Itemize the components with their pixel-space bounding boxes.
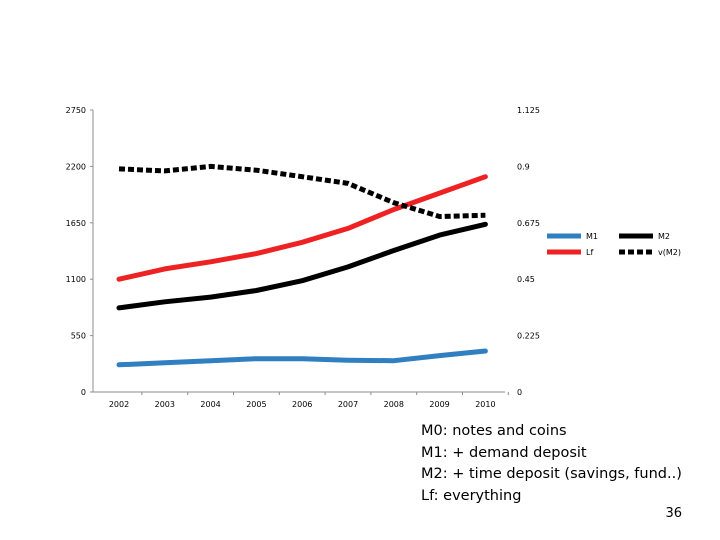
x-axis-ticks: 2002 2003 2004 2005 2006 2007 2008 2009 2010 (109, 392, 509, 409)
left-tick-label: 0 (81, 388, 86, 397)
right-tick-label: 0 (517, 388, 522, 397)
series-lines (116, 163, 488, 368)
x-tick-label: 2003 (155, 400, 175, 409)
right-tick-label: 0.225 (517, 332, 540, 341)
x-tick-label: 2008 (384, 400, 404, 409)
series-line-m2 (116, 221, 488, 311)
note-m1: M1: + demand deposit (421, 444, 587, 461)
right-tick-label: 0.45 (517, 275, 535, 284)
x-tick-label: 2007 (338, 400, 358, 409)
note-m2: M2: + time deposit (savings, fund..) (421, 466, 682, 482)
series-line-v-m2 (118, 163, 486, 219)
legend-label: v(M2) (658, 248, 681, 257)
legend: M1 M2 Lf v(M2) (547, 232, 681, 257)
x-tick-label: 2002 (109, 400, 129, 409)
note-m0: M0: notes and coins (421, 423, 567, 439)
series-line-m1 (116, 348, 488, 368)
x-tick-label: 2004 (200, 400, 220, 409)
x-tick-label: 2009 (429, 400, 449, 409)
page-number: 36 (665, 506, 682, 521)
legend-label: M1 (586, 232, 598, 241)
money-definitions: M0: notes and coins M1: + demand deposit… (421, 421, 711, 507)
left-tick-label: 2200 (66, 162, 86, 171)
right-tick-label: 0.9 (517, 162, 530, 171)
line-chart: 0 550 1100 1650 2200 2750 0 0.225 0.45 0.675 0.9 1… (66, 106, 681, 409)
x-tick-label: 2006 (292, 400, 312, 409)
note-lf: Lf: everything (421, 487, 522, 504)
left-tick-label: 2750 (66, 106, 86, 115)
left-tick-label: 1100 (66, 275, 86, 284)
left-tick-label: 1650 (66, 219, 86, 228)
right-tick-label: 0.675 (517, 219, 540, 228)
right-tick-label: 1.125 (517, 106, 540, 115)
legend-label: Lf (586, 248, 593, 257)
left-tick-label: 550 (71, 332, 86, 341)
x-tick-label: 2010 (475, 400, 495, 409)
right-axis-ticks: 0 0.225 0.45 0.675 0.9 1.125 (517, 106, 540, 397)
series-line-lf (116, 174, 488, 282)
x-tick-label: 2005 (246, 400, 266, 409)
left-axis-ticks: 0 550 1100 1650 2200 2750 (66, 106, 93, 397)
legend-label: M2 (658, 232, 670, 241)
